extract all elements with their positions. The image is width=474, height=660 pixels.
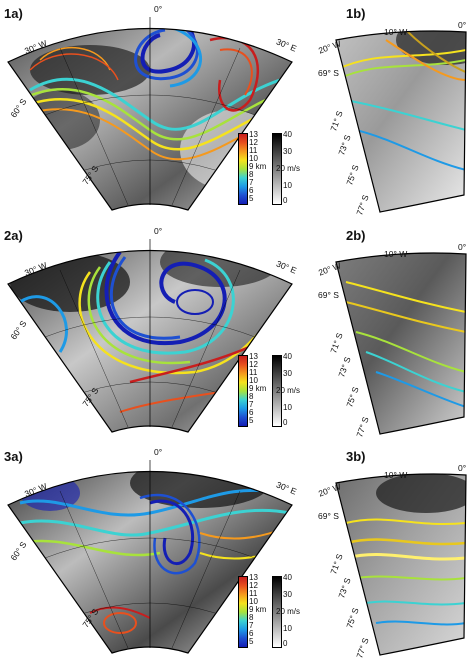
panel-3b: 3b) 20° W 10° W 0° 69° S 71° S 73° S 75°… — [316, 443, 474, 660]
panel-label-3a: 3a) — [4, 449, 23, 464]
cbar-w-0: 0 — [283, 196, 288, 205]
map-1a — [7, 17, 293, 211]
cbar-h-11: 11 — [249, 146, 258, 155]
colorbar-wind-1a — [272, 133, 282, 205]
cbar-h-5: 5 — [249, 637, 254, 646]
panel-label-3b: 3b) — [346, 449, 366, 464]
cbar-h-11: 11 — [249, 368, 258, 377]
panel-1b: 1b) 20° W 10° W 0° 69° S 71° S 73° S 75°… — [316, 0, 474, 217]
tick-0-3b: 0° — [458, 463, 467, 473]
cbar-h-9: 9 km — [249, 384, 267, 393]
map-3a — [7, 460, 293, 654]
cbar-h-11: 11 — [249, 589, 258, 598]
panel-label-1a: 1a) — [4, 6, 23, 21]
cbar-w-20: 20 m/s — [276, 386, 301, 395]
cbar-w-20: 20 m/s — [276, 164, 301, 173]
panel-label-1b: 1b) — [346, 6, 366, 21]
cbar-w-10: 10 — [283, 624, 292, 633]
cbar-h-7: 7 — [249, 400, 254, 409]
cbar-w-30: 30 — [283, 147, 292, 156]
cbar-h-6: 6 — [249, 186, 254, 195]
tick-top-2a: 0° — [154, 226, 163, 236]
cbar-h-12: 12 — [249, 581, 258, 590]
cbar-h-8: 8 — [249, 392, 254, 401]
map-2a — [7, 239, 293, 433]
map-1b — [335, 30, 467, 213]
tick-top-3a: 0° — [154, 447, 163, 457]
tick-s69-2b: 69° S — [318, 290, 339, 300]
panel-label-2a: 2a) — [4, 228, 23, 243]
cbar-h-5: 5 — [249, 194, 254, 203]
panel-label-2b: 2b) — [346, 228, 366, 243]
cbar-w-20: 20 m/s — [276, 607, 301, 616]
cbar-h-10: 10 — [249, 154, 258, 163]
cbar-w-30: 30 — [283, 590, 292, 599]
colorbar-wind-2a — [272, 355, 282, 427]
tick-s69-3b: 69° S — [318, 511, 339, 521]
cbar-h-6: 6 — [249, 629, 254, 638]
cbar-h-8: 8 — [249, 613, 254, 622]
tick-w10-2b: 10° W — [384, 249, 408, 259]
tick-w10-1b: 10° W — [384, 27, 408, 37]
cbar-h-7: 7 — [249, 621, 254, 630]
cbar-h-6: 6 — [249, 408, 254, 417]
tick-s69-1b: 69° S — [318, 68, 339, 78]
cbar-h-13: 13 — [249, 573, 258, 582]
cbar-h-13: 13 — [249, 130, 258, 139]
cbar-h-13: 13 — [249, 352, 258, 361]
cbar-h-5: 5 — [249, 416, 254, 425]
colorbar-height-3a — [238, 576, 248, 648]
tick-0-2b: 0° — [458, 242, 467, 252]
cbar-h-9: 9 km — [249, 162, 267, 171]
cbar-w-10: 10 — [283, 403, 292, 412]
tick-0-1b: 0° — [458, 20, 467, 30]
cbar-h-8: 8 — [249, 170, 254, 179]
tick-w10-3b: 10° W — [384, 470, 408, 480]
cbar-h-10: 10 — [249, 597, 258, 606]
cbar-w-30: 30 — [283, 369, 292, 378]
colorbar-wind-3a — [272, 576, 282, 648]
panel-2a: 2a) 0° 30° — [0, 222, 300, 437]
panel-3a: 3a) 0° 30° W 30 — [0, 443, 300, 658]
cbar-h-12: 12 — [249, 360, 258, 369]
colorbar-height-1a — [238, 133, 248, 205]
cbar-w-40: 40 — [283, 130, 292, 139]
cbar-h-10: 10 — [249, 376, 258, 385]
cbar-h-7: 7 — [249, 178, 254, 187]
cbar-w-10: 10 — [283, 181, 292, 190]
map-3b — [335, 473, 467, 656]
panel-1a: 1a) — [0, 0, 300, 215]
cbar-h-9: 9 km — [249, 605, 267, 614]
colorbar-height-2a — [238, 355, 248, 427]
panel-2b: 2b) 20° W 10° W 0° 69° S 71° S 73° S 75°… — [316, 222, 474, 439]
cbar-w-40: 40 — [283, 573, 292, 582]
map-2b — [335, 252, 467, 435]
cbar-w-40: 40 — [283, 352, 292, 361]
cbar-h-12: 12 — [249, 138, 258, 147]
cbar-w-0: 0 — [283, 418, 288, 427]
tick-top-1a: 0° — [154, 4, 163, 14]
cbar-w-0: 0 — [283, 639, 288, 648]
